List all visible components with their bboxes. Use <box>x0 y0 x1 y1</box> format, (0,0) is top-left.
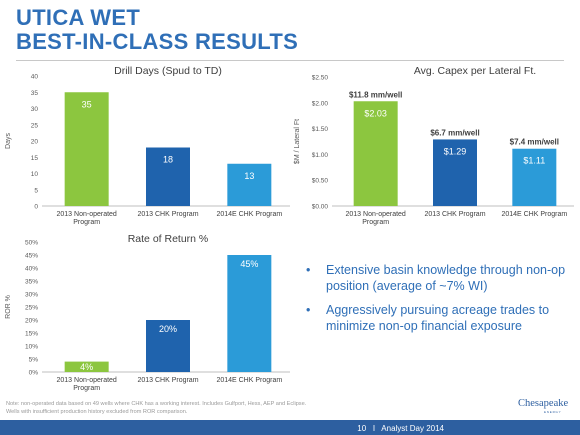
y-tick-label: 15% <box>25 331 38 338</box>
x-tick-label-line: Program <box>362 219 389 226</box>
y-tick-label: 5% <box>29 357 39 364</box>
y-tick-label: 15 <box>31 155 39 162</box>
bar-annotation: $6.7 mm/well <box>430 128 479 137</box>
chart-title: Rate of Return % <box>128 233 209 245</box>
y-tick-label: $0.50 <box>312 178 329 185</box>
x-tick-label-line: Program <box>73 219 100 226</box>
logo-wordmark: Chesapeake <box>518 398 569 409</box>
bar <box>227 255 272 372</box>
x-tick-label-line: 2013 CHK Program <box>137 377 198 384</box>
y-axis-label: ROR % <box>5 295 12 319</box>
x-tick-label-line: 2013 CHK Program <box>424 211 485 218</box>
x-tick-label: 2013 CHK Program <box>424 211 485 218</box>
x-tick-label: 2013 CHK Program <box>137 377 198 384</box>
slide-title-line2: BEST-IN-CLASS RESULTS <box>16 29 299 54</box>
data-label: $1.29 <box>444 146 467 156</box>
bar <box>146 147 190 206</box>
y-axis-label: $M / Lateral Ft <box>294 119 301 164</box>
y-tick-label: $2.50 <box>312 75 329 82</box>
x-tick-label-line: 2014E CHK Program <box>501 211 567 218</box>
data-label: 13 <box>244 171 254 181</box>
y-tick-label: 5 <box>34 187 38 194</box>
x-tick-label-line: 2013 Non-operated <box>346 211 406 218</box>
chart-title: Drill Days (Spud to TD) <box>114 65 222 77</box>
data-label: 35 <box>82 99 92 109</box>
ror-chart: Rate of Return % ROR % 0% 5% 10% 15% 20% 25% 30%… <box>5 233 290 392</box>
y-tick-label: $2.00 <box>312 100 329 107</box>
y-tick-label: 25% <box>25 305 38 312</box>
bar <box>512 148 557 206</box>
x-tick-label-line: 2013 CHK Program <box>137 211 198 218</box>
y-tick-label: 10% <box>25 344 38 351</box>
company-logo: Chesapeake ENERGY <box>518 392 574 418</box>
data-label: 20% <box>159 324 177 334</box>
title-divider <box>16 60 564 61</box>
bar <box>64 361 109 372</box>
x-tick-label: 2013 CHK Program <box>137 211 198 218</box>
bullet-item: • Extensive basin knowledge through non-… <box>300 262 570 294</box>
data-label: 45% <box>240 259 258 269</box>
slide-title-line1: UTICA WET <box>16 5 141 30</box>
x-tick-label-line: 2013 Non-operated <box>57 211 117 218</box>
x-tick-label-line: Program <box>73 385 100 392</box>
footer-text: 10 I Analyst Day 2014 <box>357 424 444 433</box>
bullet-list: • Extensive basin knowledge through non-… <box>300 262 570 342</box>
y-tick-label: 0 <box>34 204 38 211</box>
x-tick-label: 2013 Non-operated Program <box>57 211 117 226</box>
y-tick-label: 40% <box>25 266 38 273</box>
capex-chart: Avg. Capex per Lateral Ft. $M / Lateral F… <box>294 65 574 226</box>
y-tick-label: 50% <box>25 240 38 247</box>
y-tick-label: 45% <box>25 253 38 260</box>
y-tick-label: $0.00 <box>312 204 329 211</box>
y-tick-label: 30% <box>25 292 38 299</box>
bar <box>146 320 190 372</box>
chart-title: Avg. Capex per Lateral Ft. <box>414 65 536 77</box>
y-tick-label: 20 <box>31 139 39 146</box>
bar <box>353 101 398 206</box>
bullet-item: • Aggressively pursuing acreage trades t… <box>300 302 570 334</box>
y-tick-label: 20% <box>25 318 38 325</box>
y-tick-label: 35 <box>31 90 39 97</box>
x-tick-label-line: 2014E CHK Program <box>216 211 282 218</box>
x-tick-label-line: 2014E CHK Program <box>216 377 282 384</box>
y-tick-label: 0% <box>29 370 39 377</box>
data-label: $1.11 <box>523 156 545 166</box>
x-tick-label: 2014E CHK Program <box>216 211 282 218</box>
y-tick-label: 25 <box>31 122 39 129</box>
data-label: 4% <box>80 362 93 372</box>
x-tick-label: 2013 Non-operated Program <box>57 377 117 392</box>
bullet-dot: • <box>306 263 311 277</box>
drill-days-chart: Drill Days (Spud to TD) Days 0 5 10 15 20 25 30 3… <box>5 65 290 226</box>
x-tick-label: 2013 Non-operated Program <box>346 211 406 226</box>
bar <box>433 139 477 206</box>
data-label: 18 <box>163 155 173 165</box>
bar <box>64 92 109 206</box>
bar <box>227 163 272 206</box>
y-tick-label: 10 <box>31 171 39 178</box>
bar-annotation: $11.8 mm/well <box>349 90 402 99</box>
y-axis-label: Days <box>5 133 12 149</box>
footnote: Note: non-operated data based on 49 well… <box>6 401 307 415</box>
bullet-dot: • <box>306 303 311 317</box>
y-tick-label: 40 <box>31 74 39 81</box>
y-tick-label: $1.00 <box>312 152 329 159</box>
y-tick-label: 35% <box>25 279 38 286</box>
logo-subtext: ENERGY <box>544 410 562 414</box>
bullet-text: Aggressively pursuing acreage trades to … <box>326 303 550 333</box>
x-tick-label: 2014E CHK Program <box>501 211 567 218</box>
y-tick-label: 30 <box>31 106 39 113</box>
data-label: $2.03 <box>364 108 387 118</box>
footer-bar <box>0 420 580 435</box>
bar-annotation: $7.4 mm/well <box>510 138 559 147</box>
bullet-text: Extensive basin knowledge through non-op… <box>326 263 566 293</box>
y-tick-label: $1.50 <box>312 126 329 133</box>
x-tick-label: 2014E CHK Program <box>216 377 282 384</box>
x-tick-label-line: 2013 Non-operated <box>57 377 117 384</box>
